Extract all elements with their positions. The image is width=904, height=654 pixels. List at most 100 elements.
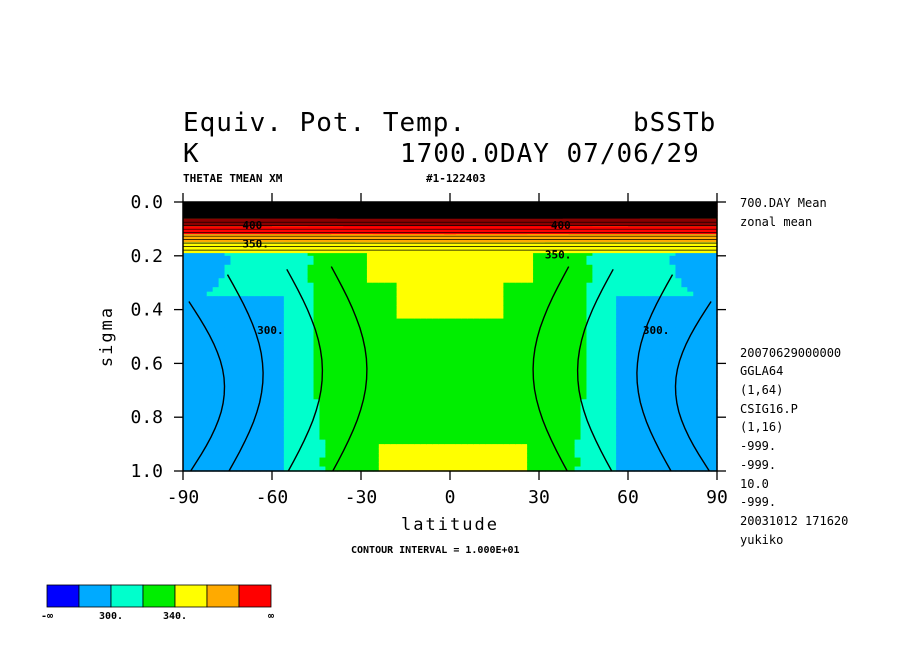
field-cell — [301, 372, 309, 378]
field-cell — [616, 287, 623, 293]
field-cell — [550, 403, 558, 409]
field-cell — [473, 399, 481, 405]
field-cell — [622, 332, 629, 338]
field-cell — [645, 345, 653, 351]
field-cell — [515, 314, 522, 320]
field-cell — [616, 426, 623, 432]
field-cell — [556, 399, 564, 405]
field-cell — [461, 453, 469, 459]
field-cell — [183, 327, 190, 333]
field-cell — [432, 318, 439, 324]
field-cell — [361, 403, 368, 409]
field-cell — [455, 394, 463, 400]
field-cell — [260, 327, 267, 333]
field-cell — [515, 332, 522, 338]
field-cell — [604, 323, 611, 329]
field-cell — [527, 466, 534, 472]
field-cell — [361, 260, 368, 266]
field-cell — [568, 399, 576, 405]
field-cell — [188, 354, 196, 360]
field-cell — [491, 372, 499, 378]
field-cell — [361, 291, 368, 297]
field-cell — [497, 390, 504, 396]
field-cell — [426, 381, 433, 387]
field-cell — [515, 287, 522, 293]
field-cell — [408, 381, 415, 387]
field-cell — [622, 403, 629, 409]
field-cell — [633, 332, 641, 338]
field-cell — [645, 408, 653, 414]
field-cell — [414, 332, 421, 338]
field-cell — [313, 269, 321, 275]
field-cell — [408, 305, 415, 311]
field-cell — [319, 462, 326, 468]
field-cell — [277, 444, 285, 450]
field-cell — [283, 264, 291, 270]
field-cell — [556, 372, 564, 378]
field-cell — [325, 323, 332, 329]
field-cell — [663, 318, 671, 324]
field-cell — [212, 260, 220, 266]
field-cell — [277, 412, 285, 418]
field-cell — [402, 412, 410, 418]
field-cell — [651, 354, 659, 360]
field-cell — [402, 287, 410, 293]
field-cell — [289, 435, 297, 441]
field-cell — [616, 403, 623, 409]
field-cell — [521, 399, 528, 405]
field-cell — [420, 421, 427, 427]
field-cell — [307, 403, 315, 409]
field-cell — [556, 349, 564, 356]
field-cell — [657, 376, 665, 382]
field-cell — [307, 354, 315, 360]
field-cell — [200, 430, 208, 436]
field-cell — [194, 332, 202, 338]
field-cell — [408, 376, 415, 382]
field-cell — [628, 372, 635, 378]
field-cell — [349, 251, 356, 257]
field-cell — [272, 399, 279, 405]
field-cell — [319, 439, 326, 445]
field-cell — [236, 385, 243, 391]
field-cell — [527, 399, 534, 405]
field-cell — [218, 372, 226, 378]
field-cell — [254, 291, 261, 297]
field-cell — [604, 318, 611, 324]
field-cell — [188, 444, 196, 450]
field-cell — [663, 466, 671, 472]
field-cell — [355, 358, 362, 364]
field-cell — [479, 448, 487, 454]
field-cell — [183, 448, 190, 454]
field-cell — [426, 358, 433, 364]
field-cell — [610, 421, 617, 427]
field-cell — [277, 457, 285, 463]
field-cell — [521, 314, 528, 320]
field-cell — [295, 385, 303, 391]
field-cell — [325, 291, 332, 297]
field-cell — [313, 444, 321, 450]
field-cell — [450, 305, 457, 311]
field-cell — [236, 363, 243, 369]
field-cell — [194, 417, 202, 423]
field-cell — [479, 251, 487, 257]
field-cell — [432, 399, 439, 405]
field-cell — [432, 349, 439, 356]
field-cell — [663, 251, 671, 257]
field-cell — [301, 255, 309, 261]
field-cell — [651, 309, 659, 315]
field-cell — [586, 403, 593, 409]
field-cell — [402, 372, 410, 378]
field-cell — [408, 385, 415, 391]
field-cell — [527, 291, 534, 297]
field-cell — [633, 260, 641, 266]
field-cell — [343, 273, 350, 279]
field-cell — [396, 462, 404, 468]
field-cell — [651, 358, 659, 364]
field-cell — [461, 385, 469, 391]
field-cell — [236, 255, 243, 261]
field-cell — [675, 255, 682, 261]
field-cell — [450, 421, 457, 427]
field-cell — [218, 296, 226, 302]
field-cell — [479, 385, 487, 391]
field-cell — [313, 318, 321, 324]
